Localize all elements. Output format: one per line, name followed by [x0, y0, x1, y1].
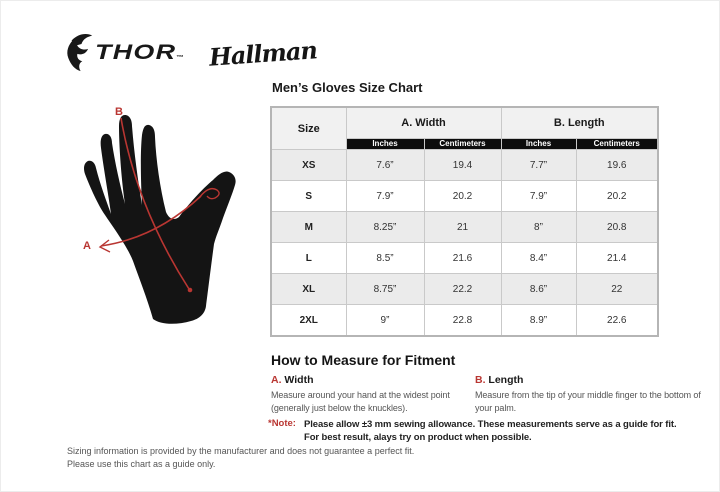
unit-header-width-centimeters: Centimeters [423, 138, 502, 150]
size-table-body: XS 7.6” 19.4 7.7” 19.6 S 7.9” 20.2 7.9” … [270, 149, 659, 337]
cell-length-cm: 21.4 [575, 242, 659, 274]
cell-length-cm: 22.6 [575, 304, 659, 337]
cell-length-cm: 19.6 [575, 149, 659, 181]
cell-width-cm: 19.4 [423, 149, 502, 181]
cell-length-in: 8.4” [500, 242, 577, 274]
thor-wordmark-text: THOR [95, 41, 177, 64]
width-line-arrowhead-right [198, 187, 220, 200]
measure-length-letter: B. [475, 374, 486, 386]
col-header-length: B. Length [500, 106, 659, 139]
note-block: *Note: Please allow ±3 mm sewing allowan… [268, 418, 691, 445]
label-a: A [83, 240, 91, 252]
hand-silhouette [84, 115, 236, 324]
cell-width-in: 8.25” [345, 211, 425, 243]
note-label: *Note: [268, 418, 296, 429]
cell-width-cm: 22.2 [423, 273, 502, 305]
measure-width-block: A. Width Measure around your hand at the… [271, 374, 477, 415]
length-line-endpoint [187, 287, 193, 293]
cell-width-cm: 22.8 [423, 304, 502, 337]
table-row-s: S 7.9” 20.2 7.9” 20.2 [270, 180, 659, 212]
cell-size: XS [270, 149, 347, 181]
cell-size: 2XL [270, 304, 347, 337]
measure-width-description: Measure around your hand at the widest p… [271, 390, 450, 414]
sizing-disclaimer: Sizing information is provided by the ma… [67, 445, 414, 471]
glove-illustration: B A [61, 86, 261, 336]
cell-width-in: 7.6” [345, 149, 425, 181]
cell-width-in: 8.5” [345, 242, 425, 274]
thor-helmet-icon [67, 34, 93, 72]
cell-length-in: 7.9” [500, 180, 577, 212]
measure-length-label: B. Length [475, 374, 701, 386]
thor-trademark: ™ [176, 55, 184, 61]
cell-width-in: 8.75” [345, 273, 425, 305]
cell-size: S [270, 180, 347, 212]
measure-width-word: Width [284, 374, 314, 386]
unit-header-length-centimeters: Centimeters [575, 138, 659, 150]
size-table-head: Size A. Width B. Length Inches Centimete… [270, 106, 659, 150]
cell-size: XL [270, 273, 347, 305]
table-row-m: M 8.25” 21 8” 20.8 [270, 211, 659, 243]
cell-length-cm: 20.8 [575, 211, 659, 243]
cell-width-cm: 20.2 [423, 180, 502, 212]
cell-length-in: 8.6” [500, 273, 577, 305]
cell-width-in: 9” [345, 304, 425, 337]
measure-width-label: A. Width [271, 374, 477, 386]
length-measure-line [120, 117, 190, 290]
cell-length-in: 8” [500, 211, 577, 243]
disclaimer-line-1: Sizing information is provided by the ma… [67, 446, 415, 456]
cell-length-cm: 22 [575, 273, 659, 305]
cell-length-in: 8.9” [500, 304, 577, 337]
cell-length-cm: 20.2 [575, 180, 659, 212]
cell-size: L [270, 242, 347, 274]
measure-section-title: How to Measure for Fitment [271, 352, 456, 368]
measure-length-description: Measure from the tip of your middle fing… [475, 390, 701, 414]
cell-width-in: 7.9” [345, 180, 425, 212]
cell-width-cm: 21 [423, 211, 502, 243]
cell-width-cm: 21.6 [423, 242, 502, 274]
width-measure-line [100, 195, 202, 247]
hallman-wordmark: Hallman [207, 34, 318, 72]
size-table: Size A. Width B. Length Inches Centimete… [270, 106, 659, 337]
col-header-size: Size [270, 106, 347, 150]
measure-length-word: Length [488, 374, 524, 386]
table-row-l: L 8.5” 21.6 8.4” 21.4 [270, 242, 659, 274]
note-text: Please allow ±3 mm sewing allowance. The… [304, 419, 677, 444]
measure-width-letter: A. [271, 374, 282, 386]
brand-logos: THOR™ Hallman [65, 27, 318, 79]
label-b: B [115, 106, 123, 118]
unit-header-width-inches: Inches [345, 138, 425, 150]
cell-size: M [270, 211, 347, 243]
page-title: Men’s Gloves Size Chart [272, 80, 423, 95]
table-row-xl: XL 8.75” 22.2 8.6” 22 [270, 273, 659, 305]
measure-length-block: B. Length Measure from the tip of your m… [475, 374, 701, 415]
glove-diagram-svg: B A [83, 106, 236, 324]
table-row-2xl: 2XL 9” 22.8 8.9” 22.6 [270, 304, 659, 337]
thor-wordmark: THOR™ [95, 41, 184, 65]
cell-length-in: 7.7” [500, 149, 577, 181]
unit-header-length-inches: Inches [500, 138, 577, 150]
group-header-row: Size A. Width B. Length [270, 106, 659, 150]
width-line-arrowhead-left [98, 239, 111, 253]
disclaimer-line-2: Please use this chart as a guide only. [67, 459, 216, 470]
col-header-width: A. Width [345, 106, 502, 139]
table-row-xs: XS 7.6” 19.4 7.7” 19.6 [270, 149, 659, 181]
